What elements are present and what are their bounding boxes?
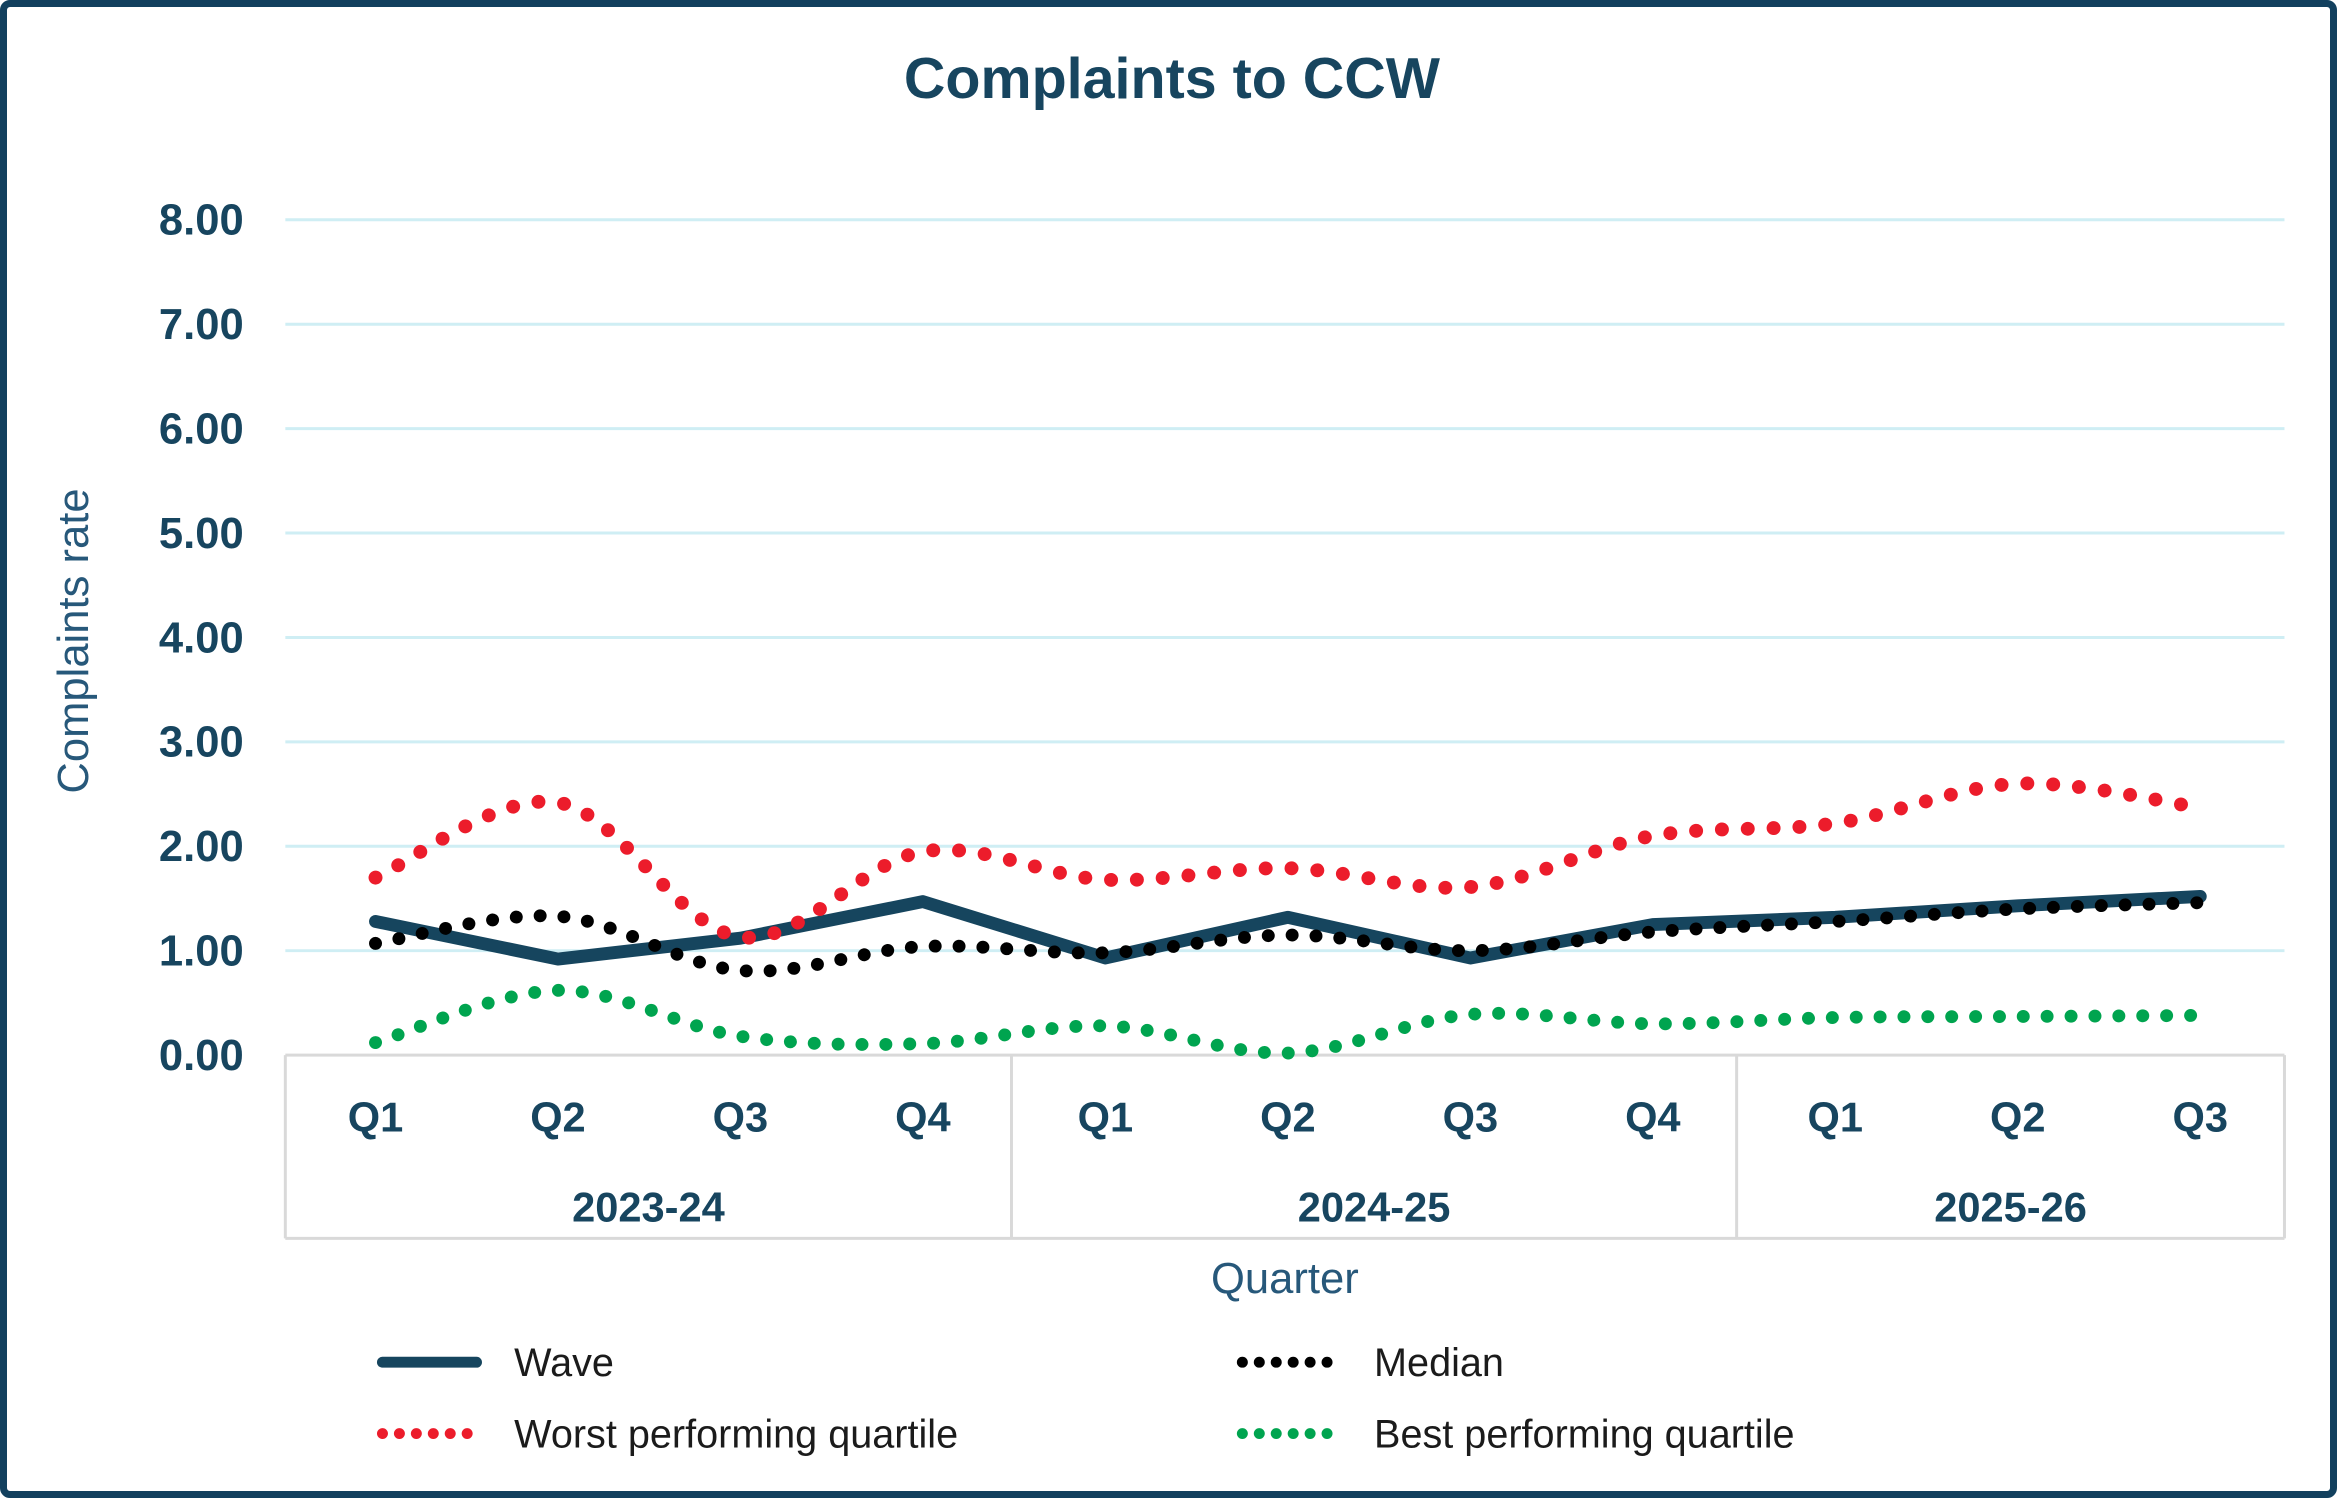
legend-item: Best performing quartile	[1236, 1412, 1795, 1456]
y-tick-label: 2.00	[159, 823, 244, 871]
x-tick-label: Q1	[348, 1093, 404, 1140]
year-label: 2025-26	[1934, 1184, 2087, 1231]
legend-label: Wave	[514, 1341, 614, 1385]
series-line-wave	[369, 889, 2207, 966]
y-tick-labels-layer: 0.00 1.00 2.00 3.00 4.00 5.00 6.00 7.00 8.00	[159, 197, 244, 1080]
year-label: 2023-24	[572, 1184, 725, 1231]
series-line-median	[369, 896, 2207, 978]
legend-label: Worst performing quartile	[514, 1412, 958, 1456]
x-axis-title: Quarter	[1211, 1255, 1359, 1303]
x-tick-label: Q3	[713, 1093, 769, 1140]
y-tick-label: 4.00	[159, 614, 244, 662]
x-tick-label: Q3	[1443, 1093, 1498, 1140]
legend-label: Median	[1374, 1341, 1504, 1385]
x-tick-label: Q4	[1625, 1093, 1681, 1140]
x-tick-label: Q1	[1078, 1093, 1133, 1140]
series-line-best-performing-quartile	[369, 983, 2207, 1060]
y-tick-label: 5.00	[159, 510, 244, 558]
y-tick-label: 6.00	[159, 405, 244, 453]
year-label: 2024-25	[1298, 1184, 1451, 1231]
y-tick-label: 3.00	[159, 719, 244, 767]
chart-title: Complaints to CCW	[904, 47, 1441, 111]
legend-item: Wave	[376, 1341, 614, 1385]
x-tick-label: Q2	[530, 1093, 586, 1140]
series-line-worst-performing-quartile	[368, 776, 2208, 945]
gridlines-layer	[285, 218, 2285, 953]
y-tick-label: 0.00	[159, 1032, 244, 1080]
x-tick-label: Q2	[1990, 1093, 2046, 1140]
y-tick-label: 7.00	[159, 301, 244, 349]
y-axis-title: Complaints rate	[50, 488, 98, 793]
y-tick-label: 8.00	[159, 197, 244, 245]
y-tick-label: 1.00	[159, 928, 244, 976]
x-labels-layer: Q1 Q2 Q3 Q4 2023-24 Q1 Q2 Q3 Q4 2024-25 Q1 Q2 Q3 2025…	[348, 1093, 2228, 1230]
legend-label: Best performing quartile	[1374, 1412, 1795, 1456]
x-tick-label: Q4	[895, 1093, 951, 1140]
legend-item: Worst performing quartile	[376, 1412, 958, 1456]
series-layer	[368, 776, 2208, 1060]
x-tick-label: Q3	[2173, 1093, 2229, 1140]
x-tick-label: Q1	[1808, 1093, 1863, 1140]
complaints-line-chart: 0.001.002.003.004.005.006.007.008.00 Q1 Q…	[50, 47, 2286, 1456]
x-tick-label: Q2	[1260, 1093, 1316, 1140]
legend-item: Median	[1236, 1341, 1504, 1385]
legend: Wave Median Worst performing quartile Best …	[376, 1341, 1795, 1456]
